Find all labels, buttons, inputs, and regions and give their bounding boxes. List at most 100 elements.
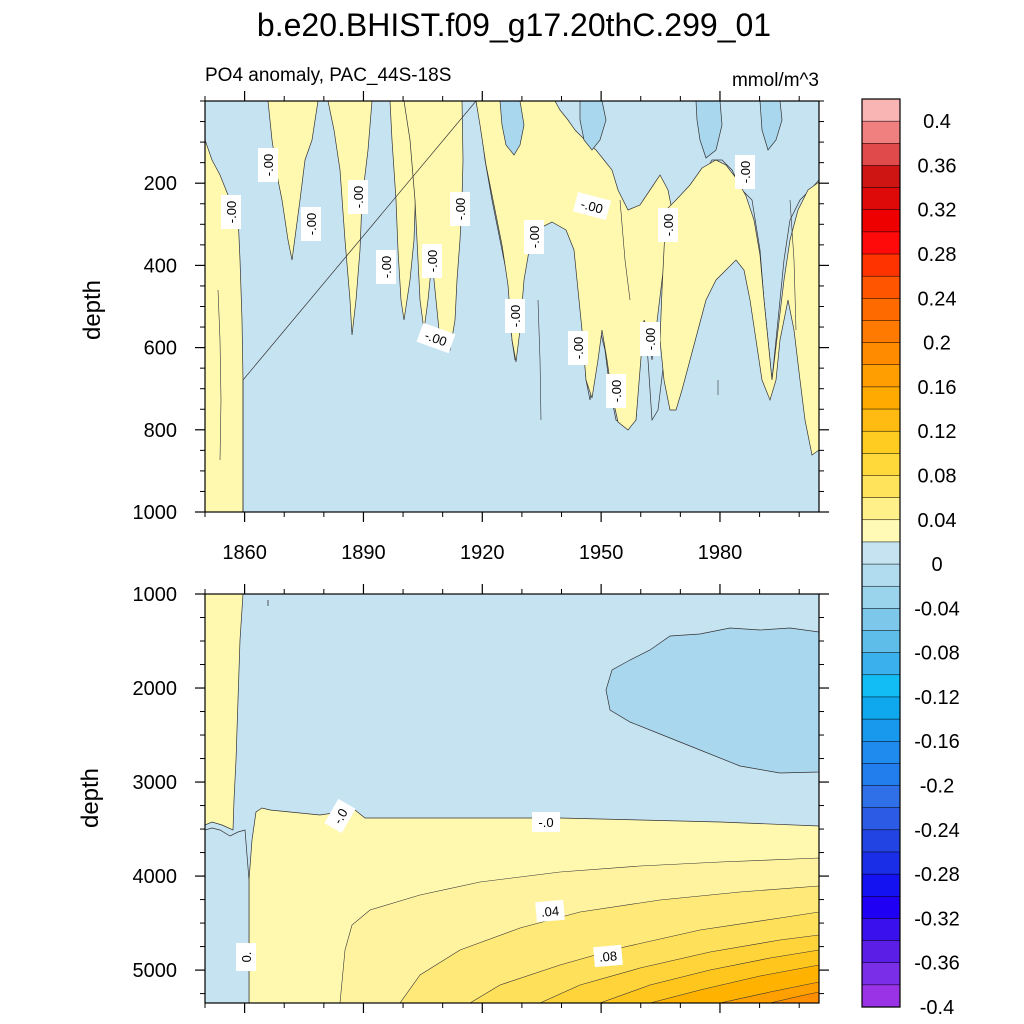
colorbar-segment <box>861 696 901 720</box>
contour-label: -.00 <box>735 155 755 189</box>
lower-axes: 1000 2000 3000 4000 5000 <box>133 584 829 1013</box>
svg-text:-.00: -.00 <box>425 250 440 272</box>
colorbar-segment <box>861 896 901 919</box>
contour-label: -.00 <box>505 299 525 333</box>
svg-text:-.00: -.00 <box>738 161 753 183</box>
upper-positive-left-strip <box>205 139 244 512</box>
colorbar-segment <box>861 829 901 853</box>
colorbar-segment <box>861 962 901 986</box>
svg-text:-.00: -.00 <box>527 226 542 248</box>
lower-panel-field <box>205 594 819 1003</box>
colorbar-segment <box>861 497 901 521</box>
colorbar-segment <box>861 940 901 964</box>
colorbar-segment <box>861 873 901 897</box>
upper-positive-right <box>659 159 819 456</box>
colorbar-segment <box>861 563 901 587</box>
colorbar-label: 0.04 <box>918 510 957 532</box>
upper-negative-patch-1 <box>499 101 525 156</box>
colorbar-segment <box>861 475 901 499</box>
colorbar-segment <box>861 785 901 809</box>
upper-contour-labels: -.00 -.00 -.00 -.00 -.00 -.00 -.00 -.00 -.00 -.00… <box>221 148 755 408</box>
colorbar-segment <box>861 740 901 764</box>
colorbar-label: -0.2 <box>920 776 954 798</box>
colorbar-segment <box>861 298 901 322</box>
svg-text:-.00: -.00 <box>661 214 676 236</box>
colorbar-segment <box>861 231 901 255</box>
contour-label: -.00 <box>258 148 278 182</box>
colorbar-segment <box>861 98 901 122</box>
svg-text:-.00: -.00 <box>453 198 468 220</box>
svg-text:0.: 0. <box>239 952 254 963</box>
svg-text:-.00: -.00 <box>304 213 319 235</box>
colorbar-label: 0 <box>931 554 942 576</box>
x-tick-label: 1860 <box>222 542 267 564</box>
colorbar-segment <box>861 453 901 477</box>
lower-y-axis-title: depth <box>77 768 104 828</box>
svg-text:.04: .04 <box>540 903 559 920</box>
colorbar-label: 0.24 <box>918 288 957 310</box>
contour-label: -.00 <box>658 208 678 242</box>
colorbar-segment <box>861 386 901 410</box>
colorbar-segment <box>861 652 901 676</box>
colorbar-segment <box>861 408 901 432</box>
upper-negative-patch-4 <box>759 101 783 151</box>
lower-plot-frame <box>204 593 820 1004</box>
colorbar-label: 0.08 <box>918 465 957 487</box>
svg-text:-.00: -.00 <box>609 380 624 402</box>
figure-title: b.e20.BHIST.f09_g17.20thC.299_01 <box>257 7 771 43</box>
y-tick-label: 2000 <box>133 678 178 700</box>
panel-subtitle: PO4 anomaly, PAC_44S-18S <box>205 65 451 86</box>
colorbar-segment <box>861 851 901 875</box>
colorbar-segment <box>861 763 901 787</box>
contour-label: -.00 <box>422 244 442 278</box>
lower-negative-left <box>205 827 250 1003</box>
svg-text:-.00: -.00 <box>423 328 449 350</box>
colorbar-label: 0.2 <box>923 333 951 355</box>
colorbar-label: -0.08 <box>914 643 960 665</box>
colorbar-label: -0.16 <box>914 731 960 753</box>
contour-label: .08 <box>593 944 623 968</box>
colorbar-segment <box>861 120 901 144</box>
colorbar-label: -0.4 <box>920 997 954 1019</box>
colorbar-label: -0.24 <box>914 820 960 842</box>
contour-label: -.00 <box>221 195 241 229</box>
colorbar-segment <box>861 519 901 543</box>
colorbar-segment <box>861 187 901 211</box>
upper-negative-patch-2 <box>579 101 607 151</box>
colorbar-segment <box>861 674 901 698</box>
svg-text:-.00: -.00 <box>508 305 523 327</box>
contour-label: -.00 <box>640 322 660 356</box>
contour-label: -.00 <box>568 331 588 365</box>
colorbar-label: 0.12 <box>918 421 957 443</box>
contour-label: -.00 <box>606 374 626 408</box>
colorbar-label: 0.32 <box>918 200 957 222</box>
colorbar-segment <box>861 275 901 299</box>
colorbar-segment <box>861 984 901 1008</box>
svg-text:-.00: -.00 <box>351 186 366 208</box>
contour-label: -.00 <box>301 207 321 241</box>
upper-panel-field <box>205 101 819 512</box>
contour-label: -.00 <box>450 192 470 226</box>
colorbar-segment <box>861 430 901 454</box>
colorbar-segment <box>861 253 901 277</box>
lower-negative-lobe <box>605 627 819 774</box>
lower-band-8 <box>769 991 819 1003</box>
colorbar-segment <box>861 143 901 166</box>
x-tick-label: 1950 <box>579 542 624 564</box>
colorbar-segment <box>861 608 901 632</box>
svg-text:-.0: -.0 <box>330 806 351 827</box>
colorbar-label: -0.36 <box>914 953 960 975</box>
colorbar-segment <box>861 630 901 654</box>
contour-label: -.00 <box>524 220 544 254</box>
x-tick-label: 1920 <box>460 542 505 564</box>
colorbar: 0.4 0.36 0.32 0.28 0.24 0.2 0.16 0.12 0.08 0.04 0 -… <box>861 98 960 1019</box>
colorbar-segment <box>861 364 901 388</box>
colorbar-label: -0.12 <box>914 687 960 709</box>
y-tick-label: 1000 <box>133 502 178 524</box>
svg-text:-.00: -.00 <box>379 256 394 278</box>
upper-contour-lines <box>217 199 797 461</box>
contour-label: -.00 <box>416 322 456 354</box>
colorbar-segment <box>861 585 901 609</box>
colorbar-segment <box>861 320 901 344</box>
